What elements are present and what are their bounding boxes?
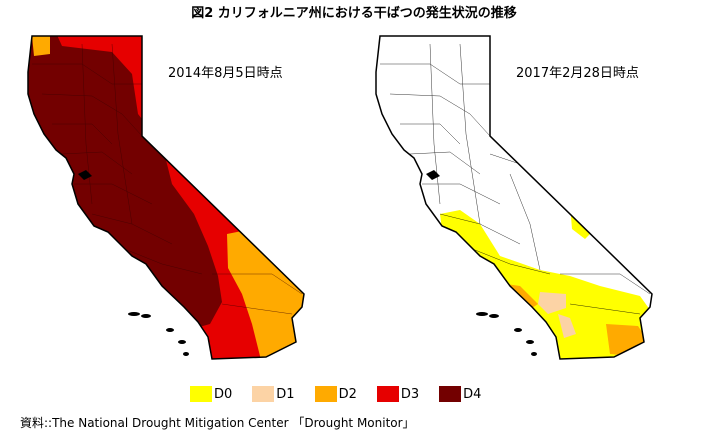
legend-swatch-d2 xyxy=(314,386,337,402)
legend-swatch-d4 xyxy=(439,386,462,402)
legend-item-d0: D0 xyxy=(190,386,232,402)
date-label-2017: 2017年2月28日時点 xyxy=(516,66,639,81)
california-map-2017 xyxy=(370,24,670,364)
bay-area-water xyxy=(426,170,440,180)
d1-region-south xyxy=(558,314,576,338)
date-label-2014: 2014年8月5日時点 xyxy=(168,66,283,81)
legend-item-d3: D3 xyxy=(376,386,420,402)
d0-region xyxy=(440,210,652,359)
d4-region xyxy=(28,36,222,329)
legend-label-d0: D0 xyxy=(214,386,233,402)
legend-label-d3: D3 xyxy=(400,386,420,402)
d1-region xyxy=(538,292,566,314)
bay-area-water xyxy=(78,170,92,180)
legend-item-d2: D2 xyxy=(314,386,357,402)
legend-swatch-d0 xyxy=(190,386,212,402)
legend-label-d4: D4 xyxy=(463,386,482,402)
legend: D0 D1 D2 D3 D4 xyxy=(190,386,501,402)
california-map-2014 xyxy=(22,24,322,364)
channel-islands xyxy=(476,312,537,356)
source-note: 資料::The National Drought Mitigation Cent… xyxy=(20,416,415,430)
legend-swatch-d1 xyxy=(252,386,275,402)
legend-item-d4: D4 xyxy=(439,386,481,402)
state-outline xyxy=(375,35,653,360)
legend-label-d1: D1 xyxy=(276,386,295,402)
figure-title: 図2 カリフォルニア州における干ばつの発生状況の推移 xyxy=(191,6,517,21)
state-outline xyxy=(27,35,305,360)
legend-item-d1: D1 xyxy=(252,386,295,402)
channel-islands xyxy=(128,312,189,356)
legend-label-d2: D2 xyxy=(338,386,357,402)
d2-region-north xyxy=(32,36,50,56)
legend-swatch-d3 xyxy=(376,386,399,402)
